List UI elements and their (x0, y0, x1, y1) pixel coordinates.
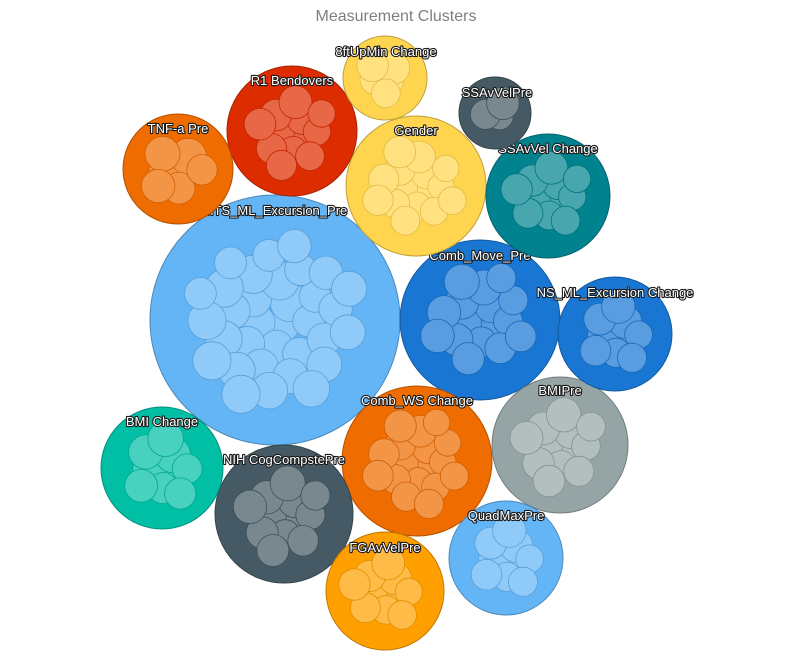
member-bubble[interactable] (532, 464, 566, 498)
member-bubble[interactable] (576, 411, 606, 442)
member-bubble[interactable] (186, 154, 218, 186)
member-bubble[interactable] (362, 184, 394, 216)
cluster-comb-ws-change[interactable]: Comb_WS Change (341, 385, 493, 537)
member-bubble[interactable] (507, 566, 538, 597)
member-bubble[interactable] (287, 525, 319, 557)
cluster-ssavvel-change[interactable]: SSAvVel Change (485, 133, 611, 259)
member-bubble[interactable] (292, 370, 331, 408)
member-bubble[interactable] (300, 480, 331, 511)
member-bubble[interactable] (144, 135, 181, 172)
member-bubble[interactable] (437, 186, 467, 216)
member-bubble[interactable] (470, 559, 503, 591)
cluster-label-nih-cogcompstepre: NIH CogCompstePre (223, 452, 345, 467)
cluster-label-fgavvelpre: FGAvVelPre (349, 540, 420, 555)
member-bubble[interactable] (443, 263, 480, 300)
cluster-label-comb-move-pre: Comb_Move_Pre (429, 248, 530, 263)
member-bubble[interactable] (387, 600, 417, 630)
cluster-label-ssavvelpre: SSAvVelPre (462, 85, 533, 100)
member-bubble[interactable] (617, 342, 648, 373)
cluster-label-tnf-a-pre: TNF-a Pre (148, 121, 209, 136)
cluster-label-gender: Gender (394, 123, 438, 138)
member-bubble[interactable] (147, 420, 184, 457)
member-bubble[interactable] (141, 168, 176, 204)
cluster-label-quadmaxpre: QuadMaxPre (468, 508, 545, 523)
cluster-fgavvelpre[interactable]: FGAvVelPre (325, 531, 445, 651)
member-bubble[interactable] (500, 173, 533, 206)
member-bubble[interactable] (124, 468, 158, 503)
cluster-8ftupmin-change[interactable]: 8ftUpMin Change (334, 35, 438, 121)
cluster-label-ssavvel-change: SSAvVel Change (498, 141, 598, 156)
member-bubble[interactable] (504, 320, 537, 353)
member-bubble[interactable] (232, 489, 268, 524)
member-bubble[interactable] (546, 397, 582, 433)
cluster-quadmaxpre[interactable]: QuadMaxPre (448, 500, 564, 616)
member-bubble[interactable] (601, 289, 636, 324)
cluster-gender[interactable]: Gender (345, 115, 487, 257)
member-bubble[interactable] (390, 205, 421, 236)
member-bubble[interactable] (579, 335, 612, 367)
member-bubble[interactable] (486, 263, 517, 294)
cluster-label-comb-ws-change: Comb_WS Change (361, 393, 473, 408)
member-bubble[interactable] (278, 85, 313, 120)
cluster-ssavvelpre[interactable]: SSAvVelPre (458, 76, 533, 150)
member-bubble[interactable] (563, 455, 595, 487)
member-bubble[interactable] (362, 459, 394, 492)
member-bubble[interactable] (214, 246, 247, 280)
member-bubble[interactable] (269, 465, 306, 502)
member-bubble[interactable] (451, 342, 485, 376)
cluster-tnf-a-pre[interactable]: TNF-a Pre (122, 113, 234, 225)
member-bubble[interactable] (383, 409, 417, 443)
cluster-ns-ml-excursion-change[interactable]: NS_ML_Excursion Change (535, 276, 695, 392)
cluster-label-bmi-change: BMI Change (126, 414, 198, 429)
cluster-bmi-change[interactable]: BMI Change (100, 406, 224, 530)
member-bubble[interactable] (307, 99, 336, 128)
member-bubble[interactable] (432, 154, 460, 182)
cluster-label-r1-bendovers: R1 Bendovers (251, 73, 334, 88)
member-bubble[interactable] (534, 151, 569, 185)
member-bubble[interactable] (492, 513, 527, 548)
member-bubble[interactable] (221, 374, 261, 414)
cluster-label-8ftupmin-change: 8ftUpMin Change (335, 44, 436, 59)
member-bubble[interactable] (295, 141, 325, 172)
cluster-label-ns-ml-excursion-change: NS_ML_Excursion Change (537, 285, 694, 300)
cluster-nih-cogcompstepre[interactable]: NIH CogCompstePre (214, 444, 354, 584)
cluster-bmipre[interactable]: BMIPre (491, 376, 629, 514)
member-bubble[interactable] (256, 534, 290, 567)
member-bubble[interactable] (356, 49, 389, 83)
cluster-label-mts-ml-excursion-pre: MTS_ML_Excursion_Pre (203, 203, 348, 218)
cluster-r1-bendovers[interactable]: R1 Bendovers (226, 65, 358, 197)
member-bubble[interactable] (413, 488, 444, 519)
member-bubble[interactable] (422, 408, 451, 437)
member-bubble[interactable] (277, 228, 312, 264)
member-bubble[interactable] (265, 149, 297, 181)
member-bubble[interactable] (243, 107, 277, 141)
member-bubble[interactable] (370, 78, 401, 109)
member-bubble[interactable] (562, 164, 592, 193)
member-bubble[interactable] (439, 461, 469, 491)
member-bubble[interactable] (509, 420, 544, 455)
member-bubble[interactable] (486, 86, 520, 120)
member-bubble[interactable] (338, 568, 371, 601)
member-bubble[interactable] (420, 318, 455, 354)
member-bubble[interactable] (331, 270, 368, 307)
member-bubble[interactable] (184, 277, 217, 310)
member-bubble[interactable] (371, 546, 406, 581)
member-bubble[interactable] (329, 314, 366, 351)
cluster-mts-ml-excursion-pre[interactable]: MTS_ML_Excursion_Pre (149, 194, 401, 446)
cluster-label-bmipre: BMIPre (538, 383, 581, 398)
member-bubble[interactable] (550, 205, 581, 236)
member-bubble[interactable] (383, 135, 417, 169)
chart-title: Measurement Clusters (315, 8, 477, 25)
member-bubble[interactable] (192, 341, 232, 381)
cluster-comb-move-pre[interactable]: Comb_Move_Pre (399, 239, 561, 401)
member-bubble[interactable] (164, 477, 197, 510)
